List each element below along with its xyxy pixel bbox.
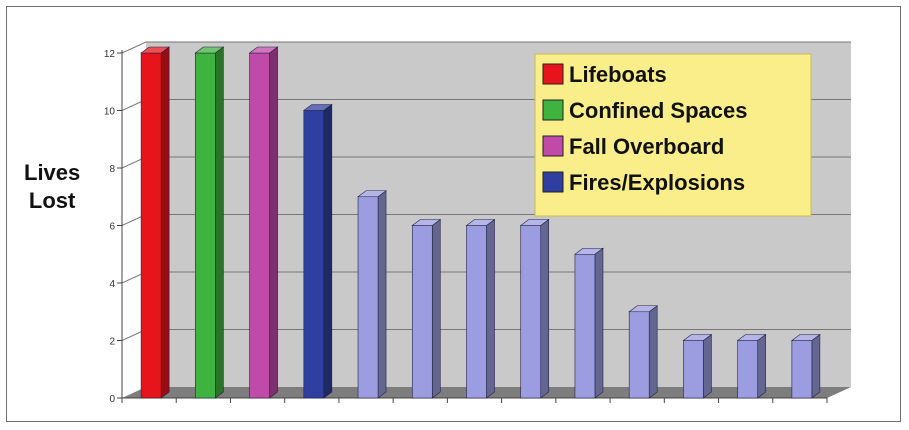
legend-box: [534, 53, 812, 217]
bar-side-3: [323, 103, 333, 399]
bar-front-0: [140, 52, 162, 399]
bar-side-10: [703, 333, 712, 399]
bar-front-9: [628, 311, 650, 399]
bar-side-0: [160, 46, 170, 399]
y-tick-label-5: 10: [104, 107, 116, 118]
y-axis-label-line-2: Lost: [28, 188, 76, 213]
legend-item-0: Lifeboats: [542, 62, 667, 87]
y-tick-label-3: 6: [109, 222, 115, 233]
bar-4: [357, 190, 387, 399]
bar-front-2: [249, 52, 270, 399]
legend-label-3: Fires/Explosions: [569, 170, 745, 195]
y-axis-label: Lives Lost: [24, 159, 80, 215]
bar-8: [574, 247, 604, 399]
bar-front-4: [357, 196, 379, 399]
bar-top-1: [194, 46, 225, 54]
bar-front-11: [737, 340, 758, 399]
bar-side-4: [377, 190, 387, 399]
bar-side-2: [269, 46, 278, 399]
bar-front-3: [303, 110, 325, 399]
bar-top-10: [682, 334, 713, 341]
bar-top-2: [248, 46, 279, 54]
legend-item-3: Fires/Explosions: [542, 170, 745, 195]
bar-side-8: [594, 247, 604, 399]
legend-swatch-1: [542, 99, 564, 121]
bar-front-1: [195, 52, 216, 399]
bar-9: [628, 305, 659, 399]
grid-line-6: [121, 41, 851, 54]
bar-11: [736, 333, 767, 399]
legend-swatch-2: [542, 135, 564, 157]
bar-7: [519, 218, 550, 399]
legend-swatch-0: [542, 63, 564, 85]
legend-item-1: Confined Spaces: [542, 98, 747, 123]
y-tick-label-6: 12: [104, 49, 116, 60]
bar-2: [248, 46, 279, 399]
bar-1: [194, 46, 225, 399]
bar-top-7: [519, 219, 550, 226]
y-axis-label-line-1: Lives: [24, 160, 81, 185]
y-tick-label-1: 2: [109, 337, 115, 348]
bar-front-5: [411, 225, 433, 399]
y-tick-label-2: 4: [109, 279, 115, 290]
bar-front-12: [791, 340, 813, 399]
legend-label-0: Lifeboats: [569, 62, 667, 87]
legend-label-2: Fall Overboard: [569, 134, 724, 159]
bar-top-8: [574, 247, 604, 255]
bar-front-7: [520, 225, 542, 399]
bar-5: [411, 218, 442, 399]
bar-side-7: [540, 218, 550, 399]
bar-top-0: [140, 46, 171, 54]
bar-side-11: [757, 333, 766, 399]
bars: [140, 46, 821, 399]
bar-front-6: [466, 225, 487, 399]
bar-12: [790, 333, 821, 399]
bar-side-1: [215, 46, 224, 399]
bar-0: [140, 46, 171, 399]
bar-top-3: [302, 104, 333, 111]
legend: Lifeboats Confined Spaces Fall Overboard Fi…: [534, 53, 812, 217]
bar-top-5: [411, 219, 442, 226]
bar-6: [465, 218, 496, 399]
y-tick-label-0: 0: [109, 394, 115, 405]
bar-side-6: [486, 218, 495, 399]
bar-side-9: [648, 305, 658, 399]
legend-label-1: Confined Spaces: [569, 98, 747, 123]
bar-front-8: [574, 253, 596, 399]
legend-swatch-3: [542, 171, 564, 193]
bar-side-12: [811, 333, 821, 399]
bar-top-6: [465, 219, 496, 226]
bar-top-9: [628, 305, 659, 313]
bar-10: [682, 333, 713, 399]
bar-side-5: [431, 218, 441, 399]
bar-3: [302, 103, 333, 399]
bar-top-4: [357, 190, 387, 198]
bar-top-12: [790, 334, 821, 341]
y-tick-label-4: 8: [109, 164, 115, 175]
bar-top-11: [736, 334, 767, 341]
legend-item-2: Fall Overboard: [542, 134, 724, 159]
bar-front-10: [683, 340, 704, 399]
